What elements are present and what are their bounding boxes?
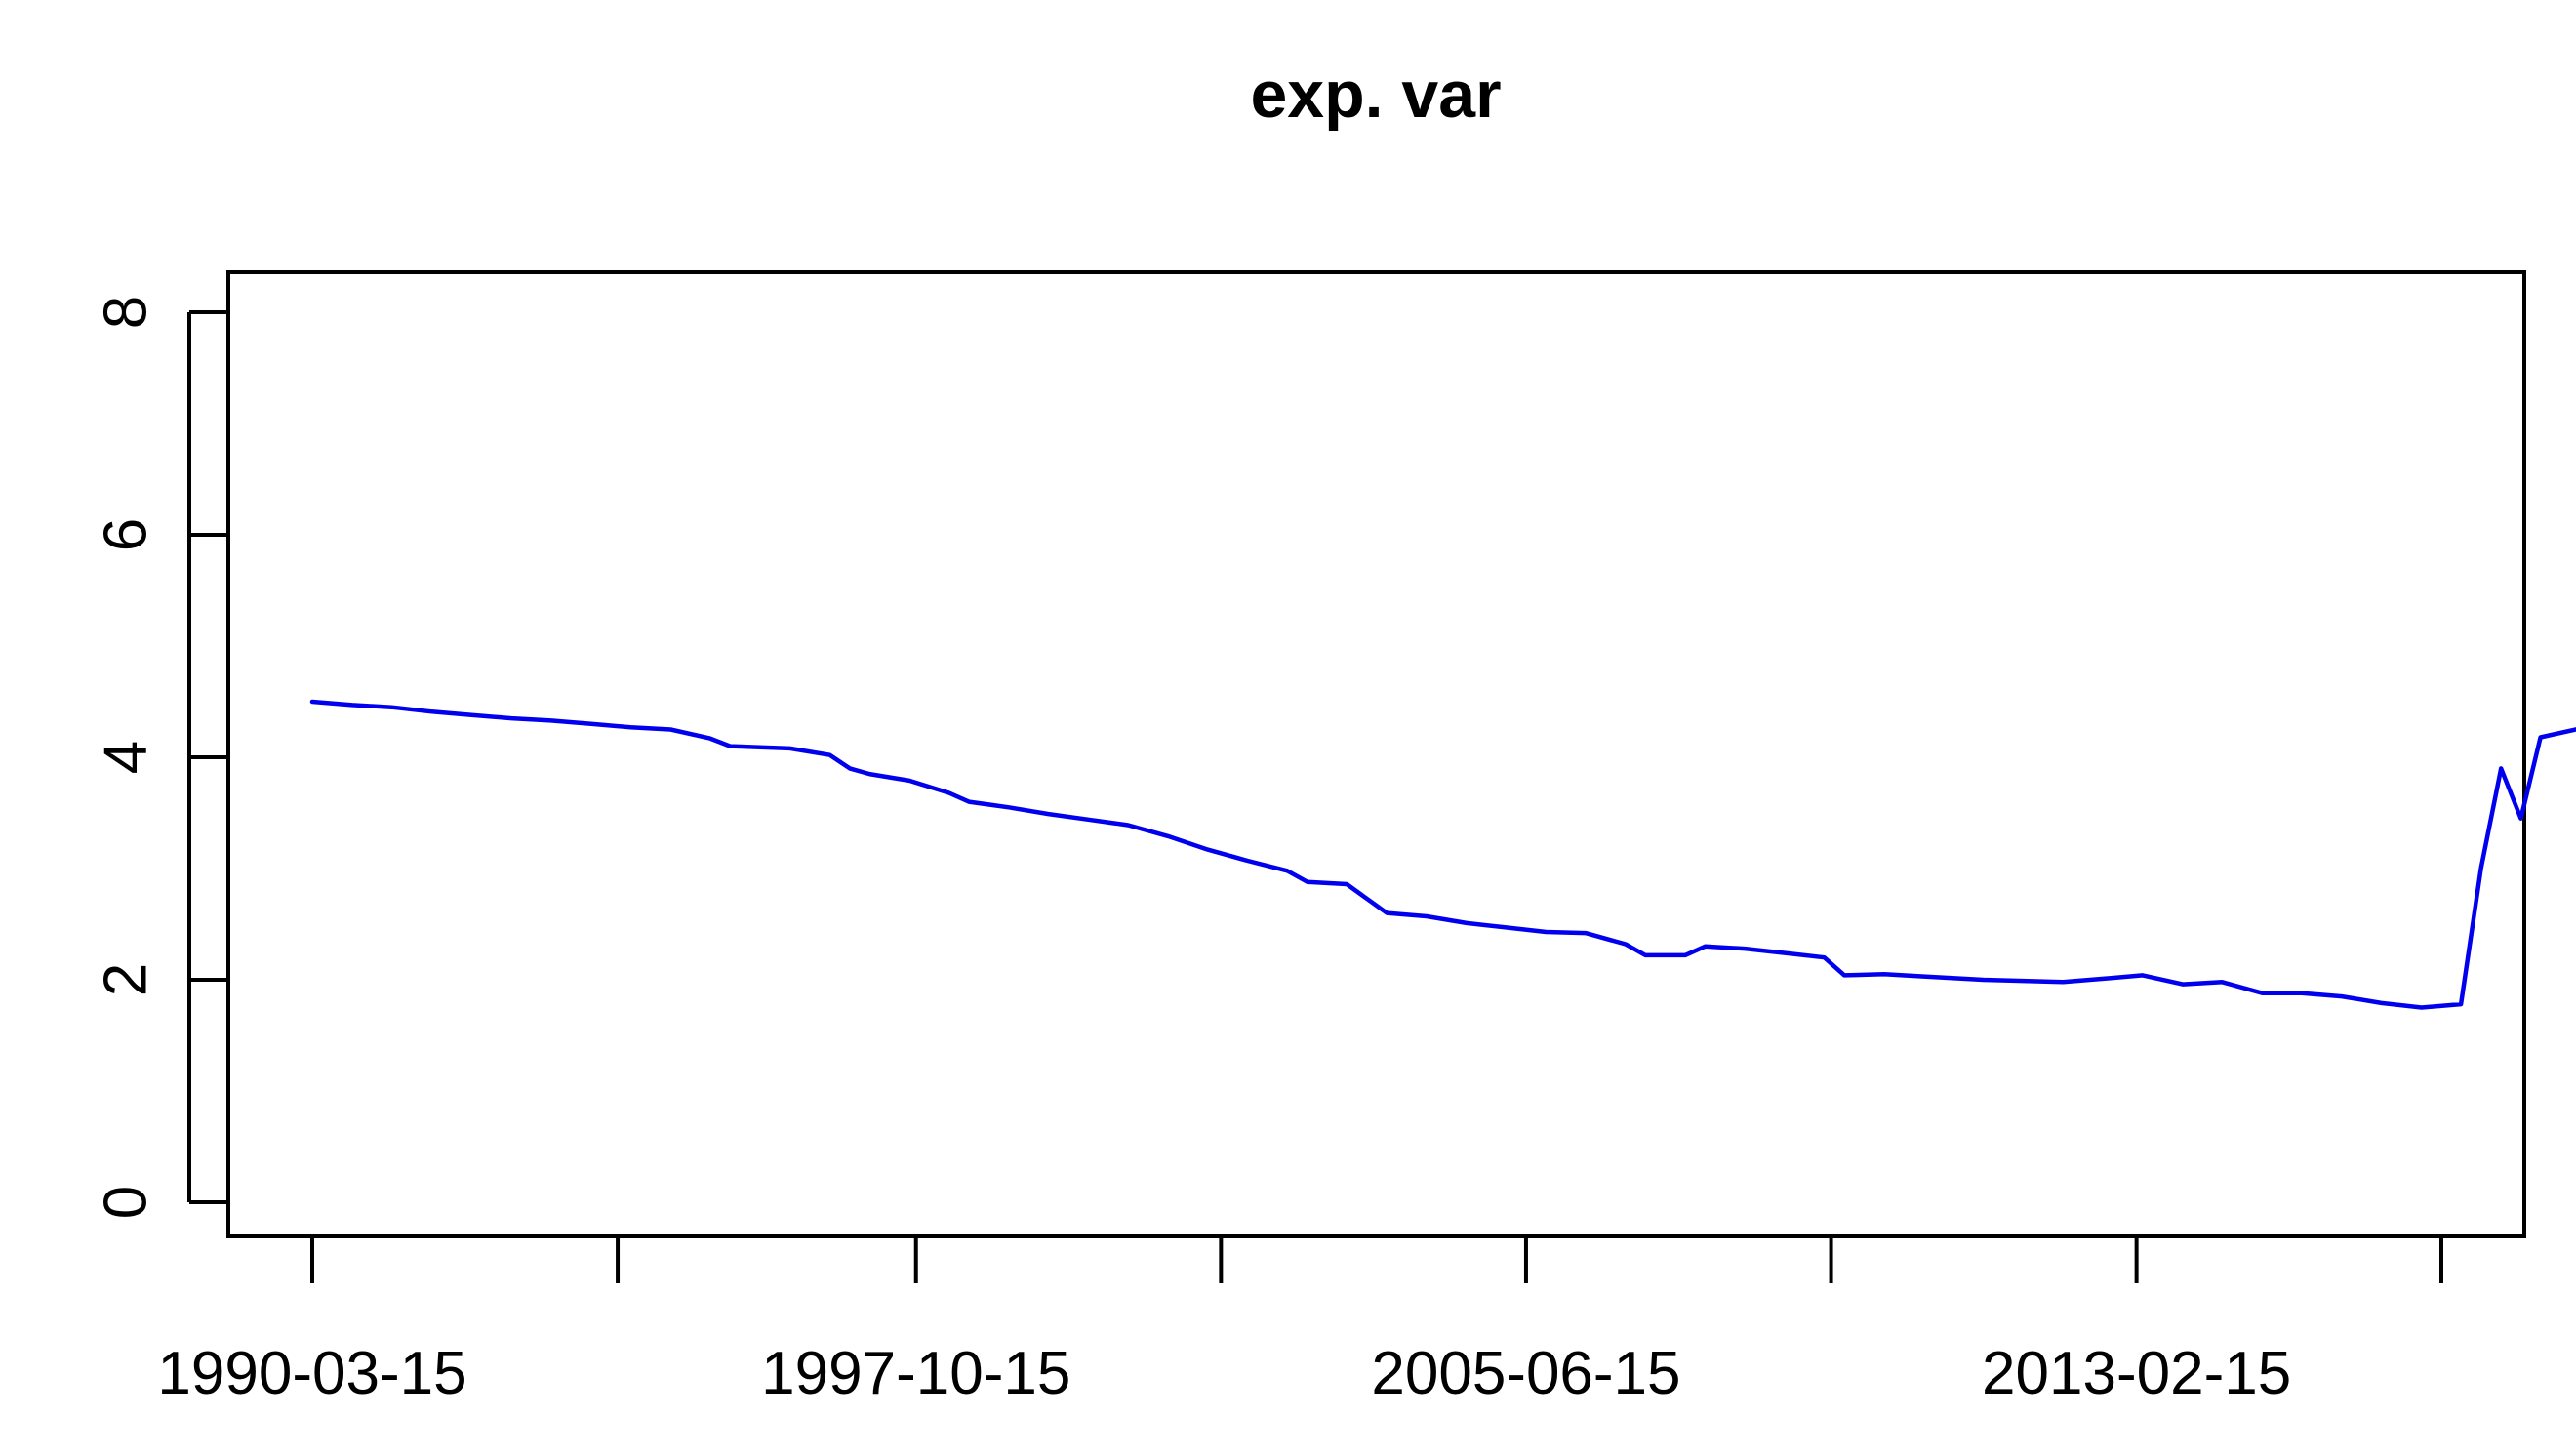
y-axis: 0 2 4 6 8 — [93, 296, 228, 1219]
y-tick-label: 8 — [93, 296, 160, 329]
y-tick-label: 0 — [93, 1186, 160, 1219]
series-line — [309, 699, 2576, 1010]
chart-title: exp. var — [1250, 58, 1501, 132]
plot-area-frame — [226, 270, 2526, 1238]
x-tick-label: 2005-06-15 — [1371, 1340, 1680, 1407]
x-tick-label: 1997-10-15 — [761, 1340, 1070, 1407]
x-tick-label: 1990-03-15 — [157, 1340, 466, 1407]
y-tick-label: 4 — [93, 741, 160, 774]
y-tick-label: 2 — [93, 963, 160, 996]
y-tick-label: 6 — [93, 518, 160, 551]
x-tick-label: 2013-02-15 — [1982, 1340, 2291, 1407]
series-layer — [309, 699, 2576, 1010]
x-axis: 1990-03-15 1997-10-15 2005-06-15 2013-02-15 — [157, 1236, 2443, 1407]
